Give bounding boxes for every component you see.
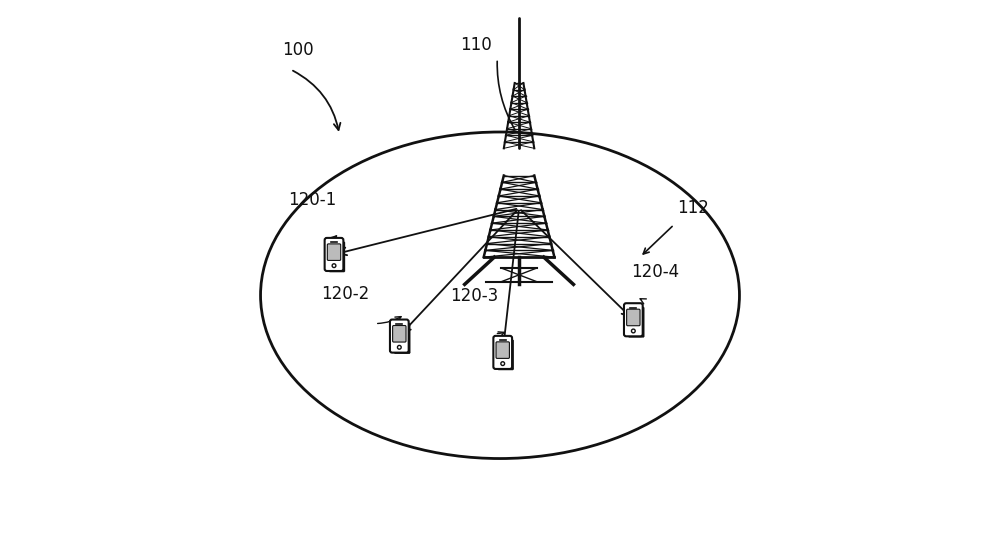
FancyBboxPatch shape (327, 244, 341, 260)
FancyBboxPatch shape (627, 309, 640, 325)
Polygon shape (496, 367, 513, 369)
Polygon shape (510, 338, 513, 369)
Polygon shape (327, 269, 344, 271)
Text: 120-2: 120-2 (321, 285, 369, 303)
FancyBboxPatch shape (390, 319, 409, 353)
Text: 110: 110 (460, 36, 491, 54)
FancyBboxPatch shape (393, 325, 406, 342)
Text: 100: 100 (282, 42, 314, 60)
Polygon shape (641, 305, 644, 337)
Polygon shape (407, 322, 410, 353)
FancyBboxPatch shape (496, 342, 509, 358)
FancyBboxPatch shape (624, 303, 643, 336)
Text: 120-1: 120-1 (288, 191, 336, 209)
Polygon shape (341, 240, 344, 271)
Polygon shape (626, 334, 644, 337)
FancyBboxPatch shape (325, 238, 343, 271)
Text: 112: 112 (677, 199, 709, 217)
Text: 120-4: 120-4 (631, 264, 679, 281)
Polygon shape (392, 351, 410, 353)
Text: 120-3: 120-3 (450, 287, 498, 305)
FancyBboxPatch shape (493, 336, 512, 369)
